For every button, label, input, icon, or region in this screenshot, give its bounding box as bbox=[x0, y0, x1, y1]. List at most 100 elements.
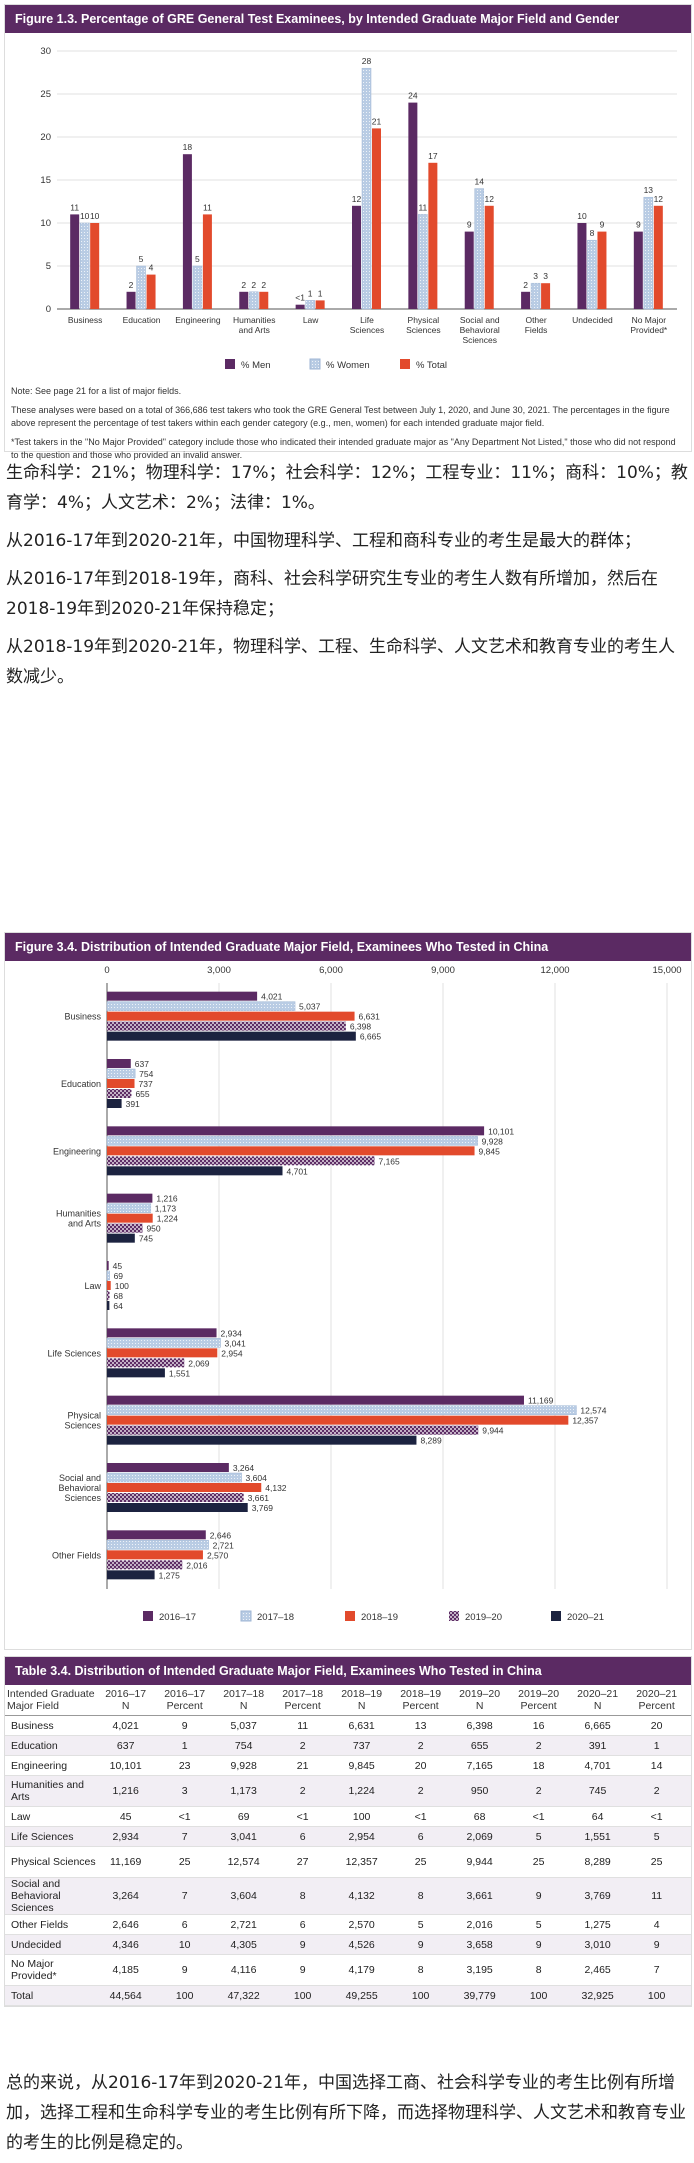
y-tick-label: 10 bbox=[40, 218, 51, 229]
table-cell: 5 bbox=[386, 1914, 455, 1935]
table-cell: 2,721 bbox=[218, 1914, 269, 1935]
data-label: 737 bbox=[139, 1079, 153, 1089]
table-cell: 9 bbox=[386, 1934, 455, 1955]
y-category-label: Physical Sciences bbox=[64, 1411, 101, 1431]
bar-201920 bbox=[107, 1358, 185, 1368]
table-cell: 3,264 bbox=[101, 1877, 151, 1915]
table-cell: <1 bbox=[386, 1806, 455, 1827]
data-label: 5 bbox=[195, 254, 200, 264]
row-label: Life Sciences bbox=[5, 1826, 101, 1847]
table-cell: 5 bbox=[504, 1914, 573, 1935]
table-cell: 7 bbox=[150, 1877, 219, 1915]
bar-201819 bbox=[107, 1079, 135, 1088]
bar-201819 bbox=[107, 1146, 475, 1156]
table-row: Law 45 <1 69 <1 100 <1 68 <1 64 <1 bbox=[5, 1806, 691, 1827]
table-cell: 1,216 bbox=[101, 1775, 151, 1807]
bar-201718 bbox=[106, 1338, 221, 1348]
table-cell: 25 bbox=[150, 1846, 219, 1878]
table-cell: 2,646 bbox=[101, 1914, 151, 1935]
y-category-label: Engineering bbox=[53, 1146, 101, 1156]
table-cell: 2 bbox=[268, 1735, 337, 1756]
row-label: Undecided bbox=[5, 1934, 101, 1955]
table-cell: 9,845 bbox=[336, 1755, 387, 1776]
table-cell: 2 bbox=[386, 1735, 455, 1756]
x-category-label: Humanities and Arts bbox=[233, 315, 276, 335]
table-3-4: Table 3.4. Distribution of Intended Grad… bbox=[4, 1656, 692, 2007]
bar-201819 bbox=[107, 1348, 218, 1358]
bar-201920 bbox=[107, 1156, 375, 1166]
analysis-p2: 从2016-17年到2020-21年，中国物理科学、工程和商科专业的考生是最大的… bbox=[6, 531, 642, 551]
data-label: 12 bbox=[352, 194, 362, 204]
table-row: Social and Behavioral Sciences 3,264 7 3,60… bbox=[5, 1877, 691, 1915]
data-label: 24 bbox=[408, 91, 418, 101]
bar-total bbox=[484, 205, 494, 309]
table-cell: 745 bbox=[572, 1775, 623, 1807]
table-cell: 3,604 bbox=[218, 1877, 269, 1915]
bar-201617 bbox=[107, 1328, 217, 1338]
table-cell: 754 bbox=[218, 1735, 269, 1756]
row-label: Humanities and Arts bbox=[5, 1775, 101, 1807]
figure-3-4-chart: 0 3,000 6,000 9,000 12,000 15,000 4,021 5,037 6,… bbox=[47, 965, 681, 1623]
table-cell: 8 bbox=[504, 1954, 573, 1986]
bar-201920 bbox=[107, 1223, 143, 1233]
table-cell: 6 bbox=[150, 1914, 219, 1935]
table-cell: 10,101 bbox=[101, 1755, 151, 1776]
table-cell: 11,169 bbox=[101, 1846, 151, 1878]
data-label: 1,224 bbox=[157, 1214, 179, 1224]
data-label: 10 bbox=[80, 211, 90, 221]
data-label: 8,289 bbox=[420, 1436, 442, 1446]
bar-201920 bbox=[107, 1560, 183, 1570]
bar-201617 bbox=[107, 1059, 131, 1068]
row-label: Social and Behavioral Sciences bbox=[5, 1877, 101, 1915]
column-header: 2018–19 Percent bbox=[386, 1685, 455, 1716]
table-cell: 2,934 bbox=[101, 1826, 151, 1847]
data-label: 3 bbox=[533, 271, 538, 281]
data-label: 9 bbox=[467, 220, 472, 230]
y-tick-label: 15 bbox=[40, 175, 51, 186]
bar-men bbox=[295, 304, 305, 309]
data-label: 9,944 bbox=[482, 1426, 504, 1436]
data-label: 21 bbox=[372, 116, 382, 126]
data-label: 391 bbox=[126, 1099, 140, 1109]
data-label: 12 bbox=[484, 194, 494, 204]
data-label: 3,661 bbox=[248, 1493, 270, 1503]
table-cell: 9,928 bbox=[218, 1755, 269, 1776]
table-cell: 4,701 bbox=[572, 1755, 623, 1776]
bar-201920 bbox=[107, 1425, 479, 1435]
table-cell: 3,010 bbox=[572, 1934, 623, 1955]
table-cell: 1 bbox=[150, 1735, 219, 1756]
bar-201920 bbox=[107, 1291, 110, 1300]
table-cell: 13 bbox=[386, 1715, 455, 1736]
legend-label: 2017–18 bbox=[257, 1612, 294, 1623]
bar-201617 bbox=[107, 1126, 485, 1136]
analysis-p1: 生命科学：21%；物理科学：17%；社会科学：12%；工程专业：11%；商科：1… bbox=[6, 463, 688, 513]
table-cell: 8 bbox=[386, 1954, 455, 1986]
table-cell: 69 bbox=[218, 1806, 269, 1827]
bar-201718 bbox=[106, 1136, 478, 1146]
data-label: 45 bbox=[113, 1261, 123, 1271]
bar-201819 bbox=[107, 1213, 153, 1223]
row-label: Education bbox=[5, 1735, 101, 1756]
table-cell: 25 bbox=[386, 1846, 455, 1878]
table-cell: 1,551 bbox=[572, 1826, 623, 1847]
data-label: 3,604 bbox=[246, 1473, 268, 1483]
table-cell: 1,173 bbox=[218, 1775, 269, 1807]
note-analysis: These analyses were based on a total of … bbox=[11, 405, 670, 428]
table-cell: 100 bbox=[504, 1985, 573, 2006]
data-label: 10 bbox=[577, 211, 587, 221]
table-cell: 4,346 bbox=[101, 1934, 151, 1955]
data-label: 9,845 bbox=[479, 1146, 501, 1156]
bar-men bbox=[352, 205, 361, 309]
data-label: 3 bbox=[543, 271, 548, 281]
data-label: 1,173 bbox=[155, 1204, 177, 1214]
table-cell: 391 bbox=[572, 1735, 623, 1756]
data-label: 2,016 bbox=[186, 1560, 208, 1570]
table-cell: 7,165 bbox=[454, 1755, 505, 1776]
table-cell: 3,769 bbox=[572, 1877, 623, 1915]
legend-swatch bbox=[400, 359, 410, 369]
table-cell: <1 bbox=[150, 1806, 219, 1827]
table-cell: 2 bbox=[504, 1735, 573, 1756]
table-cell: <1 bbox=[268, 1806, 337, 1827]
data-label: 9,928 bbox=[482, 1136, 504, 1146]
